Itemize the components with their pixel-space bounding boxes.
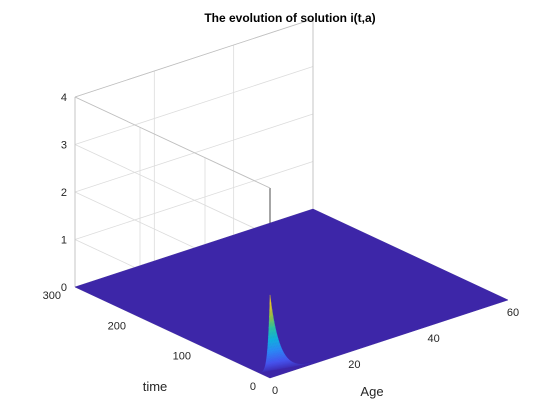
grid-line <box>74 144 271 236</box>
x-tick-label: 20 <box>348 359 360 371</box>
x-tick-label: 60 <box>507 307 519 319</box>
z-tick-label: 4 <box>61 92 67 104</box>
grid-line <box>74 113 314 193</box>
y-tick-label: 100 <box>173 351 191 363</box>
grid-line <box>74 66 314 145</box>
z-tick-label: 3 <box>61 140 67 152</box>
y-tick-label: 200 <box>108 320 126 332</box>
x-tick-label: 40 <box>428 333 440 345</box>
z-tick-label: 1 <box>61 235 67 247</box>
surface-patch <box>269 294 272 310</box>
x-tick-label: 0 <box>272 385 278 397</box>
y-tick-label: 0 <box>250 381 256 393</box>
axis-edge <box>74 96 271 189</box>
z-tick-label: 0 <box>61 282 67 294</box>
surface-mesh <box>74 208 509 379</box>
axis-edge <box>74 18 314 98</box>
chart-title: The evolution of solution i(t,a) <box>204 11 375 25</box>
z-tick-label: 2 <box>61 187 67 199</box>
x-axis-label: Age <box>360 384 383 399</box>
grid-line <box>74 161 314 240</box>
surface-base-plane <box>74 208 509 379</box>
y-tick-label: 300 <box>43 290 61 302</box>
y-axis-label: time <box>143 379 168 394</box>
